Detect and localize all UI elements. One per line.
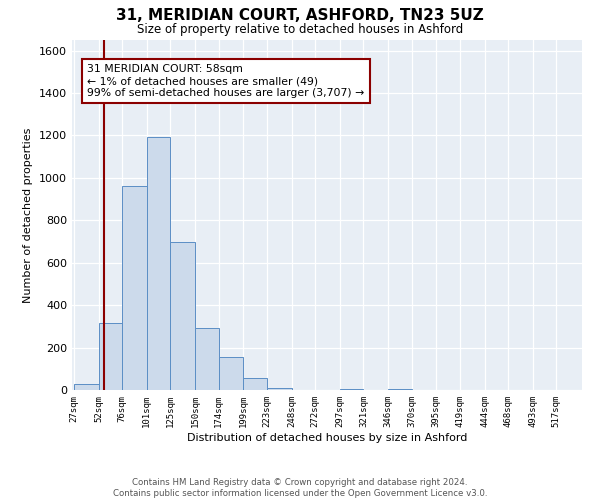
- Bar: [218, 357, 244, 390]
- Bar: [340, 389, 364, 390]
- Bar: [98, 323, 122, 390]
- Bar: [170, 242, 195, 390]
- Y-axis label: Number of detached properties: Number of detached properties: [23, 128, 34, 302]
- Bar: [147, 136, 170, 390]
- Bar: [267, 388, 292, 390]
- Bar: [195, 328, 218, 390]
- Bar: [122, 186, 147, 390]
- Bar: [74, 384, 98, 390]
- Text: 31, MERIDIAN COURT, ASHFORD, TN23 5UZ: 31, MERIDIAN COURT, ASHFORD, TN23 5UZ: [116, 8, 484, 22]
- Text: 31 MERIDIAN COURT: 58sqm
← 1% of detached houses are smaller (49)
99% of semi-de: 31 MERIDIAN COURT: 58sqm ← 1% of detache…: [88, 64, 365, 98]
- Text: Size of property relative to detached houses in Ashford: Size of property relative to detached ho…: [137, 22, 463, 36]
- Text: Contains HM Land Registry data © Crown copyright and database right 2024.
Contai: Contains HM Land Registry data © Crown c…: [113, 478, 487, 498]
- Bar: [244, 378, 267, 390]
- X-axis label: Distribution of detached houses by size in Ashford: Distribution of detached houses by size …: [187, 432, 467, 442]
